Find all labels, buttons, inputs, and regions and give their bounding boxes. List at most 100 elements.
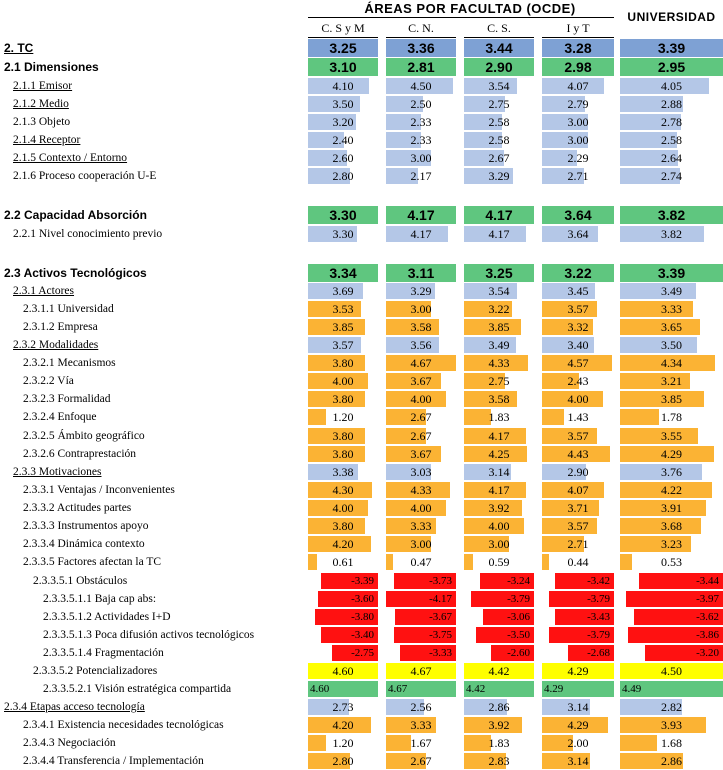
table-row: 2.3.3.5.1.3 Poca difusión activos tecnol… [0,626,723,644]
row-label: 2.3.2.5 Ámbito geográfico [23,430,145,442]
row-label: 2.2 Capacidad Absorción [4,208,147,222]
data-bar [308,301,361,317]
value-label: 3.82 [661,227,682,241]
value-cell: -3.44 [620,573,723,589]
data-bar [321,573,378,589]
value-label: 1.83 [488,736,510,750]
value-label: 2.78 [661,115,682,129]
value-label: 4.07 [567,483,589,497]
value-label: 2.83 [488,754,510,768]
value-cell: -3.75 [386,627,456,643]
value-label: 3.80 [332,519,354,533]
value-cell: 3.33 [620,301,723,317]
table-row: 2.3.2.5 Ámbito geográfico 3.80 2.67 4.17 3.5… [0,427,723,445]
value-cell: 3.80 [308,428,378,444]
value-cell: 3.20 [308,114,378,130]
value-cell: 4.60 [308,663,378,679]
value-cell: 3.57 [308,337,378,353]
data-bar [542,355,612,371]
table-row: 2.3.1.2 Empresa 3.85 3.58 3.85 3.32 3.65 [0,318,723,336]
value-label: 3.50 [661,338,682,352]
data-bar [308,319,365,335]
value-label: 3.14 [567,700,589,714]
value-label: 3.68 [661,519,682,533]
value-cell: 4.67 [386,681,456,697]
value-cell: 3.58 [386,319,456,335]
value-label: 3.58 [410,320,432,334]
value-label: 4.29 [567,718,589,732]
value-cell: 4.17 [464,482,534,498]
value-label: 3.57 [567,302,589,316]
value-cell: 4.33 [386,482,456,498]
value-label: -3.39 [351,575,374,587]
value-label: 3.80 [332,447,354,461]
value-label: 3.80 [332,356,354,370]
data-bar [542,206,614,224]
row-label: 2.3.3.5.2.1 Visión estratégica compartid… [43,683,232,695]
value-cell: 4.07 [542,482,614,498]
value-label: 3.49 [661,284,682,298]
data-bar [568,645,614,661]
value-label: 3.54 [488,284,510,298]
value-cell: 3.11 [386,264,456,282]
value-cell: 2.86 [620,753,723,769]
value-label: 3.55 [661,429,682,443]
data-bar [321,627,378,643]
data-bar [542,464,586,480]
value-label: -3.33 [429,647,452,659]
row-label: 2.3.3.5.1.2 Actividades I+D [43,611,171,623]
value-cell: 3.36 [386,39,456,57]
value-label: 4.67 [410,664,432,678]
data-bar [464,301,512,317]
value-cell: -3.67 [386,609,456,625]
data-bar [542,409,564,425]
data-bar [542,114,588,130]
value-label: -2.60 [507,647,530,659]
table-row: 2.3 Activos Tecnológicos 3.34 3.11 3.25 3.22… [0,264,723,282]
data-bar [620,753,683,769]
value-label: 2.98 [564,59,592,75]
value-label: 2.88 [661,97,682,111]
value-label: 2.00 [567,736,589,750]
value-cell: -3.24 [464,573,534,589]
value-label: 3.71 [567,501,589,515]
value-label: 2.79 [567,97,589,111]
row-label: 2.3.3.4 Dinámica contexto [23,538,145,550]
row-label: 2.3.1.2 Empresa [23,321,98,333]
data-bar [542,226,598,242]
row-label: 2.3.3.2 Actitudes partes [23,502,132,514]
value-cell: 3.54 [464,283,534,299]
data-bar [464,114,502,130]
value-cell: 2.17 [386,168,456,184]
data-bar [386,337,439,353]
data-bar [620,39,723,57]
value-label: -3.62 [696,611,719,623]
data-bar [476,627,534,643]
value-cell: 3.22 [542,264,614,282]
table-row: 2.3.2.2 Vía 4.00 3.67 2.75 2.43 3.21 [0,372,723,390]
row-label: 2.3.3.5.1.1 Baja cap abs: [43,593,157,605]
value-cell: 3.28 [542,39,614,57]
row-label: 2. TC [4,41,34,55]
data-bar [555,609,614,625]
value-cell: 2.67 [386,753,456,769]
value-cell: 3.23 [620,536,723,552]
data-bar [464,482,526,498]
value-cell: 3.00 [542,132,614,148]
value-cell: -3.60 [308,591,378,607]
value-cell: 3.39 [620,39,723,57]
value-cell: 3.33 [386,717,456,733]
value-label: 4.29 [567,664,589,678]
value-label: 4.17 [407,207,435,223]
value-cell: 4.67 [386,663,456,679]
data-bar [542,78,604,94]
value-cell: 2.29 [542,150,614,166]
value-cell: 3.00 [464,536,534,552]
data-bar [620,132,677,148]
value-label: 2.71 [567,537,589,551]
table-row: 2.3.3.3 Instrumentos apoyo 3.80 3.33 4.00 3.… [0,517,723,535]
value-label: 3.34 [329,265,357,281]
data-bar [386,717,436,733]
value-cell: 2.75 [464,96,534,112]
value-label: 3.49 [488,338,510,352]
